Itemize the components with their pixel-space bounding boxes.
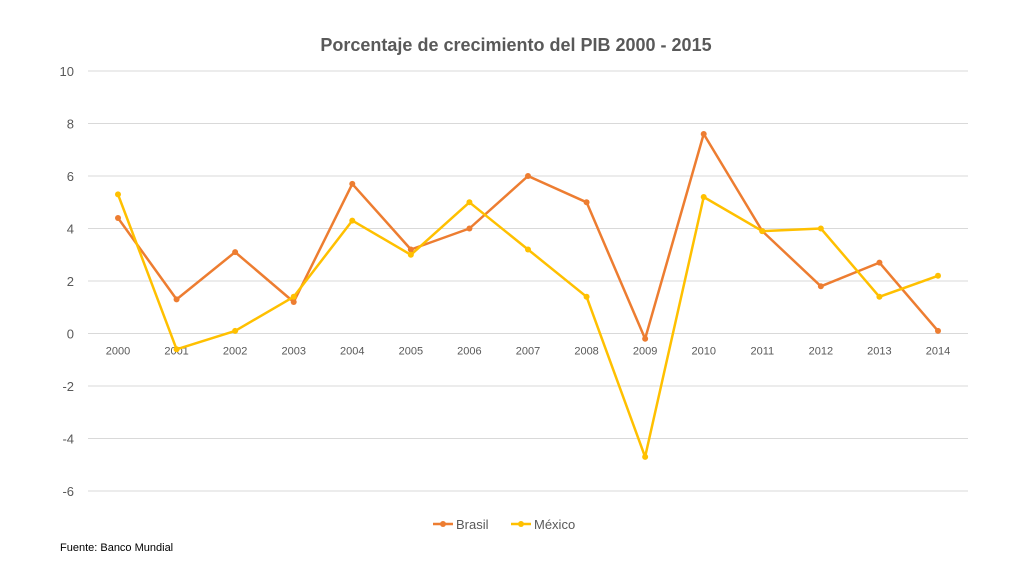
data-point xyxy=(935,272,941,279)
legend-marker xyxy=(440,521,446,527)
y-tick-label: 0 xyxy=(67,327,74,342)
legend-label: Brasil xyxy=(456,517,489,532)
x-tick-label: 2007 xyxy=(516,346,540,358)
data-point xyxy=(759,228,766,235)
legend: Brasil México xyxy=(433,517,575,532)
y-tick-label: -4 xyxy=(62,432,74,447)
y-tick-label: 2 xyxy=(67,274,74,289)
data-point xyxy=(876,293,883,300)
x-tick-label: 2013 xyxy=(867,346,891,358)
data-point xyxy=(583,199,590,206)
y-tick-label: 10 xyxy=(60,64,74,79)
data-point xyxy=(407,251,414,258)
y-tick-label: 6 xyxy=(67,169,74,184)
data-point xyxy=(525,173,531,179)
data-point xyxy=(232,327,239,334)
x-tick-label: 2009 xyxy=(633,346,657,358)
data-point xyxy=(290,299,297,305)
x-axis-ticks: 2000200120022003200420052006200720082009… xyxy=(106,346,950,358)
legend-item: México xyxy=(511,517,575,532)
data-point xyxy=(817,225,824,232)
series-line xyxy=(116,132,940,341)
chart-title: Porcentaje de crecimiento del PIB 2000 -… xyxy=(320,35,711,55)
legend-item: Brasil xyxy=(433,517,489,532)
series-lines xyxy=(115,131,941,460)
legend-marker xyxy=(518,521,524,527)
data-point xyxy=(935,327,941,334)
x-tick-label: 2002 xyxy=(223,346,247,358)
legend-label: México xyxy=(534,517,575,532)
y-tick-label: 8 xyxy=(67,117,74,132)
x-tick-label: 2014 xyxy=(926,346,950,358)
data-point xyxy=(700,131,707,137)
y-axis-ticks: 10 8 6 4 2 0 -2 -4 -6 xyxy=(60,64,74,499)
data-point xyxy=(349,217,356,224)
x-tick-label: 2008 xyxy=(574,346,598,358)
data-point xyxy=(700,194,707,200)
x-tick-label: 2006 xyxy=(457,346,481,358)
y-tick-label: 4 xyxy=(67,222,74,237)
data-point xyxy=(583,293,590,300)
data-point xyxy=(232,249,239,256)
data-point xyxy=(876,259,883,266)
x-tick-label: 2011 xyxy=(750,346,774,358)
data-point xyxy=(817,283,824,290)
data-point xyxy=(115,191,121,198)
data-point xyxy=(642,453,649,460)
data-point xyxy=(466,199,473,206)
data-point xyxy=(115,215,121,221)
y-tick-label: -2 xyxy=(62,379,74,394)
data-point xyxy=(466,225,473,232)
x-tick-label: 2005 xyxy=(399,346,423,358)
x-tick-label: 2012 xyxy=(809,346,833,358)
data-point xyxy=(173,296,180,303)
source-note: Fuente: Banco Mundial xyxy=(60,542,174,554)
data-point xyxy=(290,293,297,300)
y-tick-label: -6 xyxy=(62,484,74,499)
data-point xyxy=(642,335,649,342)
data-point xyxy=(525,246,531,253)
data-point xyxy=(407,246,414,253)
x-tick-label: 2010 xyxy=(691,346,715,358)
data-point xyxy=(349,180,356,187)
x-tick-label: 2000 xyxy=(106,346,130,358)
series-line xyxy=(116,193,940,459)
x-tick-label: 2003 xyxy=(281,346,305,358)
x-tick-label: 2004 xyxy=(340,346,364,358)
data-point xyxy=(173,346,180,353)
